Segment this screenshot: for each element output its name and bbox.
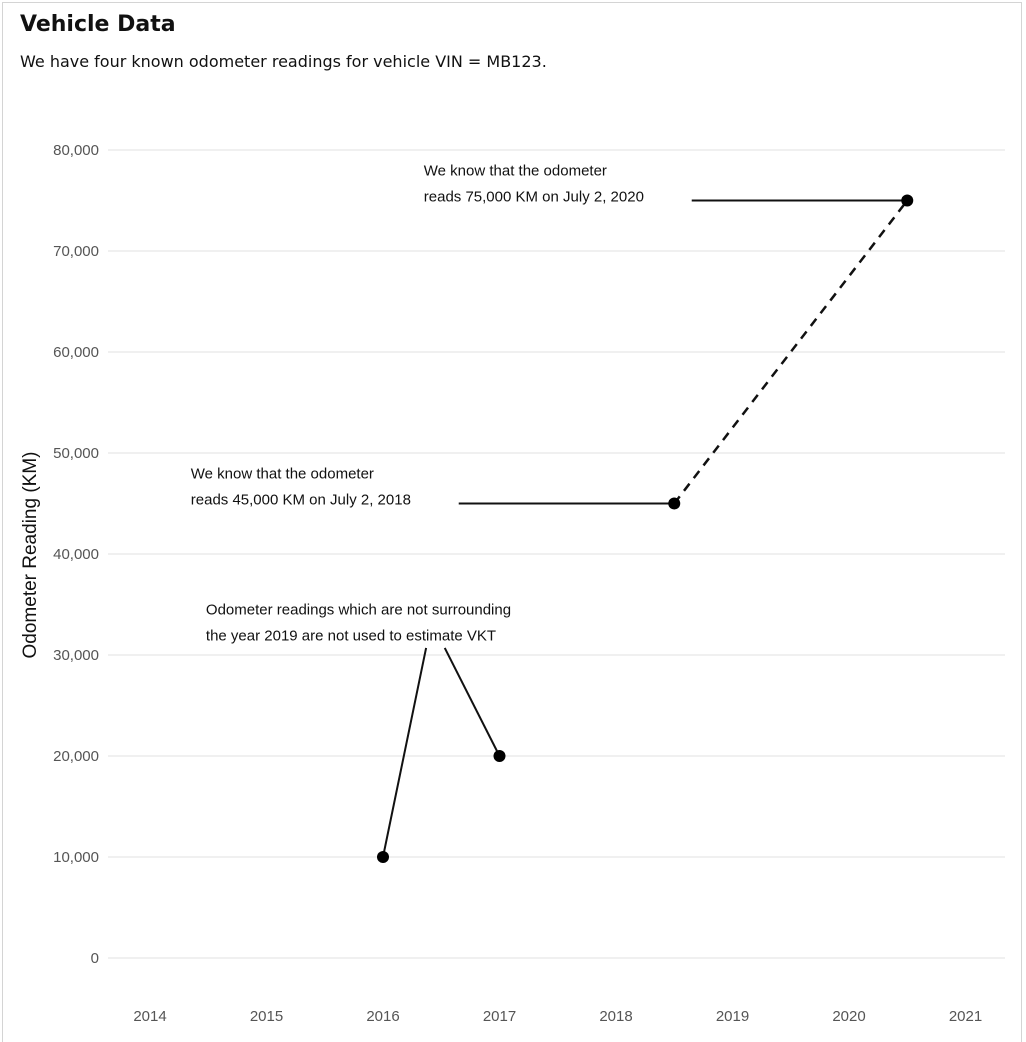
y-tick-label: 30,000 bbox=[53, 647, 99, 664]
y-tick-label: 20,000 bbox=[53, 748, 99, 765]
x-tick-label: 2014 bbox=[133, 1008, 166, 1025]
y-tick-label: 40,000 bbox=[53, 546, 99, 563]
y-tick-label: 60,000 bbox=[53, 344, 99, 361]
y-tick-label: 10,000 bbox=[53, 849, 99, 866]
annotation-leader-line bbox=[382, 647, 428, 858]
x-tick-label: 2018 bbox=[599, 1008, 632, 1025]
data-point bbox=[493, 750, 506, 762]
y-tick-label: 80,000 bbox=[53, 142, 99, 159]
annotation-line: We know that the odometer bbox=[424, 162, 607, 179]
annotation-leaders bbox=[382, 199, 908, 858]
annotation-line: the year 2019 are not used to estimate V… bbox=[206, 628, 496, 645]
x-tick-label: 2016 bbox=[366, 1008, 399, 1025]
y-tick-label: 0 bbox=[91, 950, 99, 967]
data-point bbox=[668, 497, 681, 510]
x-tick-label: 2015 bbox=[250, 1008, 283, 1025]
y-axis-ticks: 0 10,000 20,000 30,000 40,000 50,000 60,000 70,… bbox=[53, 142, 99, 967]
annotation-leader-line bbox=[443, 647, 501, 757]
gridlines bbox=[108, 149, 1005, 959]
y-tick-label: 70,000 bbox=[53, 243, 99, 260]
data-points bbox=[377, 194, 914, 863]
annotation-line: reads 75,000 KM on July 2, 2020 bbox=[424, 188, 644, 205]
annotation-text: We know that the odometer reads 45,000 KM… bbox=[191, 465, 411, 508]
chart-subtitle: We have four known odometer readings for… bbox=[20, 52, 547, 71]
data-point bbox=[901, 194, 914, 207]
chart-title: Vehicle Data bbox=[20, 12, 176, 37]
y-axis-label: Odometer Reading (KM) bbox=[20, 452, 41, 659]
x-tick-label: 2021 bbox=[949, 1008, 982, 1025]
x-axis-ticks: 2014 2015 2016 2017 2018 2019 2020 2021 bbox=[133, 1008, 982, 1025]
annotation-line: We know that the odometer bbox=[191, 465, 374, 482]
x-tick-label: 2019 bbox=[716, 1008, 749, 1025]
y-tick-label: 50,000 bbox=[53, 445, 99, 462]
x-tick-label: 2020 bbox=[832, 1008, 865, 1025]
annotations: We know that the odometer reads 75,000 KM… bbox=[191, 162, 644, 644]
data-point bbox=[377, 851, 389, 863]
x-tick-label: 2017 bbox=[483, 1008, 516, 1025]
annotation-text: We know that the odometer reads 75,000 KM… bbox=[424, 162, 644, 205]
annotation-line: reads 45,000 KM on July 2, 2018 bbox=[191, 491, 411, 508]
annotation-line: Odometer readings which are not surround… bbox=[206, 602, 511, 619]
annotation-text: Odometer readings which are not surround… bbox=[206, 602, 511, 645]
